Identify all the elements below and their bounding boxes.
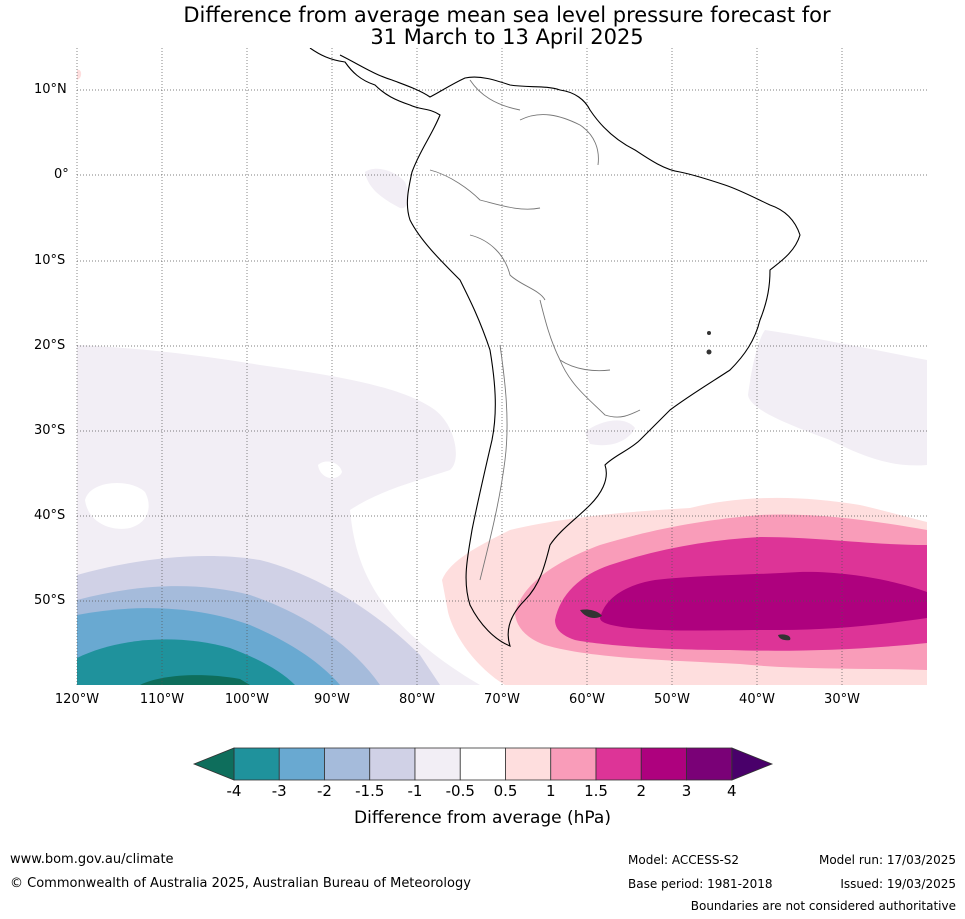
colorbar-arrow-min [192,747,235,781]
map-title-line-2: 31 March to 13 April 2025 [370,25,644,49]
colorbar-cell [324,747,371,781]
colorbar-cell [414,747,461,781]
latitude-label-50s: 50°S [34,593,66,608]
colorbar-cell [550,747,597,781]
colorbar-tick-label: -0.5 [445,782,475,800]
colorbar-tick-label: 1.5 [584,782,608,800]
anomaly-area-plus-0.5-north [77,69,82,80]
coastline [309,48,801,647]
latitude-label-20s: 20°S [34,338,66,353]
longitude-label-70w: 70°W [484,692,520,707]
colorbar-tick-label: -2 [317,782,332,800]
country-borders [429,79,641,581]
anomaly-area-minus-3 [77,639,295,685]
colorbar-tick-label: -3 [271,782,287,800]
colorbar [192,747,774,781]
model-run-date: Model run: 17/03/2025 [818,853,956,867]
anomaly-area-minus-4 [140,675,250,685]
colorbar-tick-label: -1.5 [355,782,385,800]
colorbar-arrow-max [731,747,774,781]
latitude-label-10s: 10°S [34,253,66,268]
latitude-label-10n: 10°N [34,82,67,97]
colorbar-cell [686,747,733,781]
colorbar-cell [595,747,642,781]
longitude-label-120w: 120°W [54,692,100,707]
colorbar-cells [233,747,733,781]
anomaly-area-plus-2 [600,571,927,631]
boundaries-disclaimer: Boundaries are not considered authoritat… [690,899,956,913]
latitude-label-30s: 30°S [34,423,66,438]
colorbar-label: Difference from average (hPa) [354,808,611,828]
longitude-label-110w: 110°W [139,692,185,707]
colorbar-tick-label: -4 [226,782,242,800]
anomaly-area-minus-0.5-north [365,168,409,209]
anomaly-hole-white [85,482,149,529]
copyright-notice: © Commonwealth of Australia 2025, Austra… [10,876,471,891]
colorbar-tick-label: 2 [636,782,647,800]
longitude-label-50w: 50°W [654,692,690,707]
islands [580,331,791,641]
colorbar-cell [278,747,325,781]
longitude-label-100w: 100°W [224,692,270,707]
colorbar-cell [640,747,687,781]
latitude-label-40s: 40°S [34,508,66,523]
longitude-label-90w: 90°W [314,692,350,707]
colorbar-cell [233,747,280,781]
colorbar-cell [369,747,416,781]
website-link[interactable]: www.bom.gov.au/climate [10,852,174,867]
base-period: Base period: 1981-2018 [628,877,773,891]
latitude-label-equator: 0° [54,167,69,182]
anomaly-shading [77,69,927,685]
colorbar-tick-label: -1 [407,782,423,800]
anomaly-area-minus-0.5-east [748,330,927,466]
pressure-anomaly-map [76,48,927,685]
graticule [76,48,927,685]
issued-date: Issued: 19/03/2025 [840,877,956,891]
colorbar-cell [505,747,552,781]
longitude-label-80w: 80°W [399,692,435,707]
anomaly-area-minus-0.5-la-plata [585,420,635,446]
colorbar-tick-label: 3 [681,782,692,800]
longitude-label-30w: 30°W [824,692,860,707]
colorbar-tick-label: 1 [545,782,556,800]
longitude-label-60w: 60°W [569,692,605,707]
anomaly-hole-white-2 [318,461,342,479]
colorbar-cell [459,747,506,781]
longitude-label-40w: 40°W [739,692,775,707]
model-name: Model: ACCESS-S2 [628,853,740,867]
colorbar-tick-label: 0.5 [493,782,518,800]
map-title-line-1: Difference from average mean sea level p… [183,3,831,27]
colorbar-tick-label: 4 [726,782,737,800]
